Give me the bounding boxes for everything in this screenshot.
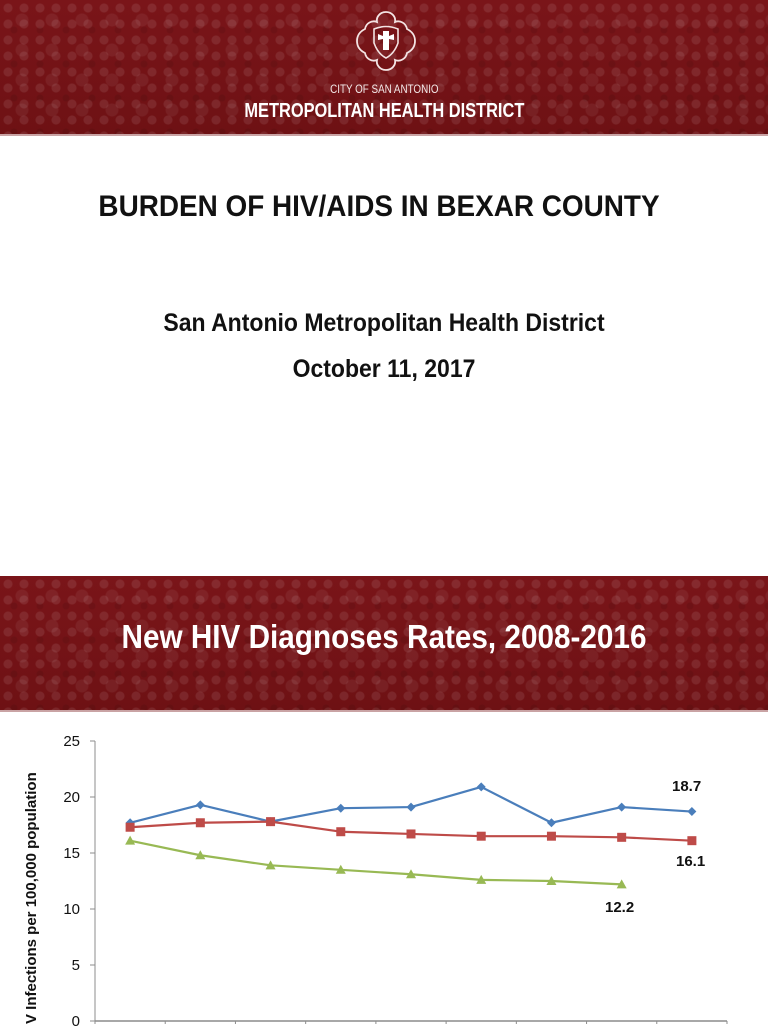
diamond-marker-icon — [195, 800, 205, 810]
y-tick-label: 5 — [71, 957, 80, 974]
data-label-red-2016: 16.1 — [676, 853, 706, 870]
diamond-marker-icon — [687, 807, 697, 817]
triangle-marker-icon — [335, 864, 346, 874]
header-banner: CITY OF SAN ANTONIO METROPOLITAN HEALTH … — [0, 0, 768, 136]
slide-subtitle-organization: San Antonio Metropolitan Health District — [163, 309, 605, 337]
chart-plot-area — [90, 740, 728, 1024]
square-marker-icon — [336, 827, 346, 837]
data-label-green-2015: 12.2 — [605, 899, 635, 916]
y-tick-label: 25 — [63, 733, 80, 750]
y-axis-label: V Infections per 100,000 population — [23, 772, 40, 1024]
diamond-marker-icon — [336, 803, 346, 813]
y-tick-label: 0 — [71, 1013, 80, 1030]
quatrefoil-shield-cross-icon — [356, 11, 416, 71]
triangle-marker-icon — [476, 874, 487, 884]
triangle-marker-icon — [546, 876, 557, 885]
city-label: CITY OF SAN ANTONIO — [330, 82, 439, 96]
series-line-3 — [129, 839, 622, 886]
triangle-marker-icon — [125, 835, 136, 845]
triangle-marker-icon — [406, 869, 416, 879]
square-marker-icon — [687, 836, 697, 846]
diamond-marker-icon — [406, 802, 416, 812]
y-tick-label: 20 — [63, 789, 80, 806]
square-marker-icon — [266, 817, 276, 827]
chart-title-banner — [0, 576, 768, 712]
square-marker-icon — [125, 822, 135, 832]
line-chart — [0, 712, 768, 1024]
square-marker-icon — [195, 818, 205, 828]
triangle-marker-icon — [616, 879, 627, 889]
y-tick-label: 15 — [63, 845, 80, 862]
slide-title: BURDEN OF HIV/AIDS IN BEXAR COUNTY — [98, 190, 660, 223]
diamond-marker-icon — [617, 802, 627, 812]
slide-subtitle-date: October 11, 2017 — [292, 355, 476, 383]
diamond-marker-icon — [546, 818, 556, 828]
triangle-marker-icon — [195, 850, 206, 860]
square-marker-icon — [476, 831, 486, 841]
square-marker-icon — [546, 831, 556, 841]
square-marker-icon — [406, 829, 416, 839]
diamond-marker-icon — [476, 782, 486, 792]
y-tick-label: 10 — [63, 901, 80, 918]
org-name: METROPOLITAN HEALTH DISTRICT — [244, 100, 525, 122]
triangle-marker-icon — [265, 860, 276, 870]
data-label-blue-2016: 18.7 — [672, 778, 702, 795]
chart-title: New HIV Diagnoses Rates, 2008-2016 — [121, 618, 647, 655]
square-marker-icon — [617, 832, 627, 842]
